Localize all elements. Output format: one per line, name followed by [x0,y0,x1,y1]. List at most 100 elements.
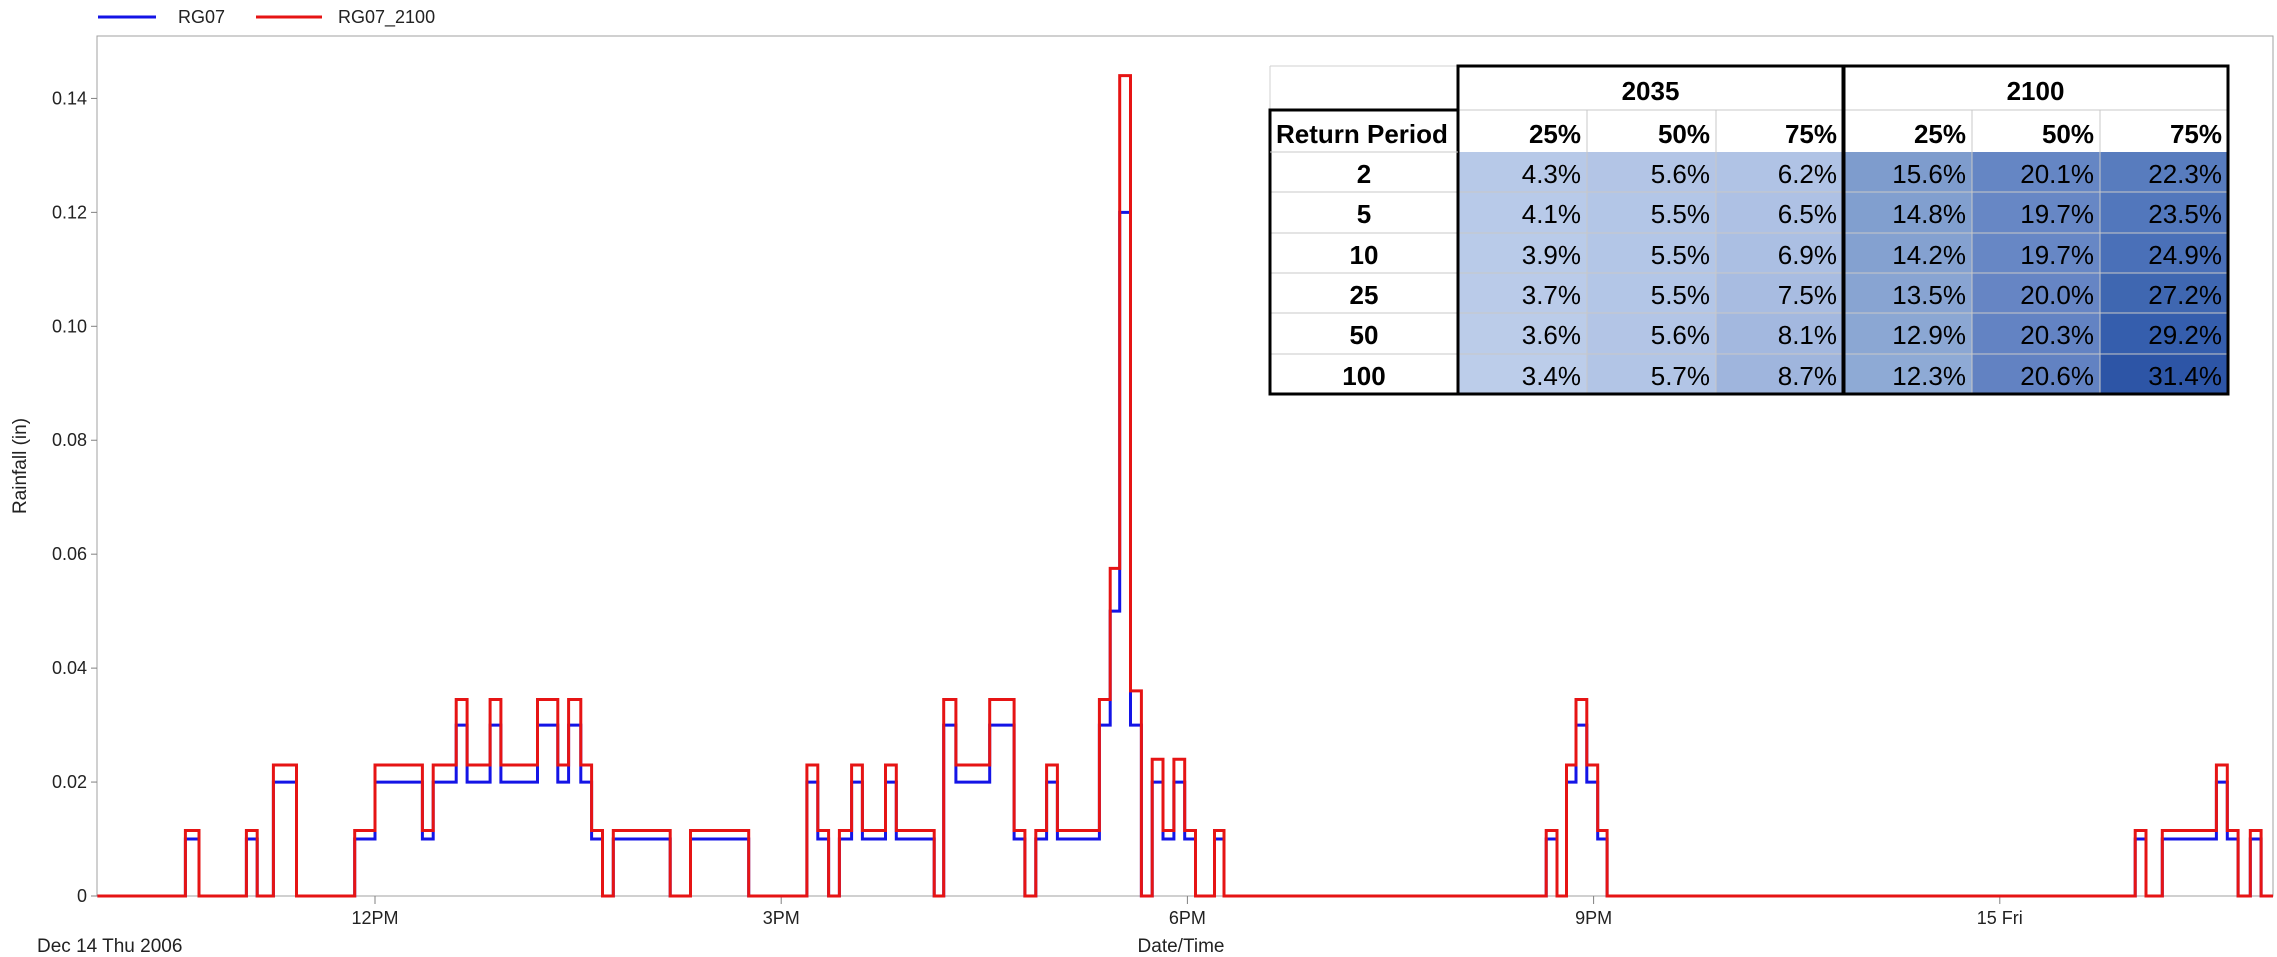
table-return-period: 5 [1357,199,1371,229]
table-cell-bg [1843,273,1972,313]
table-cell: 29.2% [2148,320,2222,350]
table-group-header: 2035 [1622,76,1680,106]
table-cell: 3.9% [1522,240,1581,270]
table-cell: 5.5% [1651,240,1710,270]
x-tick-label: 12PM [351,908,398,928]
table-return-period: 2 [1357,159,1371,189]
table-return-period: 10 [1350,240,1379,270]
table-return-period: 50 [1350,320,1379,350]
table-cell: 27.2% [2148,280,2222,310]
series-line-rg07-2100 [97,74,2273,898]
table-cell: 20.0% [2020,280,2094,310]
table-cell-bg [1458,313,1587,354]
table-col-header: 25% [1529,119,1581,149]
legend: RG07 RG07_2100 [98,7,435,28]
table-cell-bg [1972,152,2100,192]
table-cell: 23.5% [2148,199,2222,229]
table-cell: 5.5% [1651,280,1710,310]
table-cell-bg [1843,192,1972,233]
table-cell-bg [2100,313,2228,354]
table-cell: 4.1% [1522,199,1581,229]
table-cell: 20.3% [2020,320,2094,350]
table-cell: 19.7% [2020,199,2094,229]
table-cell: 5.5% [1651,199,1710,229]
table-cell: 31.4% [2148,361,2222,391]
table-rowheader-bg [1270,110,1458,394]
table-cell-bg [1587,152,1716,192]
table-cell-bg [1716,313,1843,354]
table-cell: 12.3% [1892,361,1966,391]
table-cell: 20.1% [2020,159,2094,189]
table-cell: 20.6% [2020,361,2094,391]
table-cell-bg [1587,354,1716,394]
table-cell: 5.7% [1651,361,1710,391]
table-cell: 12.9% [1892,320,1966,350]
table-cell-bg [2100,354,2228,394]
y-tick-label: 0.06 [52,544,87,564]
table-cell: 8.7% [1778,361,1837,391]
table-cell-bg [1458,192,1587,233]
table-cell-bg [1587,273,1716,313]
table-cell-bg [1843,233,1972,273]
table-cell-bg [1843,354,1972,394]
table-cell: 13.5% [1892,280,1966,310]
table-col-header: 25% [1914,119,1966,149]
table-cell-bg [1587,192,1716,233]
x-axis: 12PM 3PM 6PM 9PM 15 Fri [351,896,2023,928]
table-col-header: 75% [2170,119,2222,149]
y-tick-label: 0.04 [52,658,87,678]
table-cell-bg [2100,233,2228,273]
table-cell: 19.7% [2020,240,2094,270]
table-cell-bg [1716,354,1843,394]
table-return-period: 100 [1342,361,1385,391]
table-row-header-title: Return Period [1276,119,1448,149]
y-tick-label: 0 [77,886,87,906]
y-tick-label: 0.02 [52,772,87,792]
table-cell-bg [1972,233,2100,273]
table-cell-bg [1458,152,1587,192]
table-cell: 14.8% [1892,199,1966,229]
table-cell: 6.9% [1778,240,1837,270]
table-cell-bg [2100,273,2228,313]
series-line-rg07 [97,210,2273,898]
legend-label-rg07-2100: RG07_2100 [338,7,435,28]
table-cell: 6.5% [1778,199,1837,229]
table-cell: 8.1% [1778,320,1837,350]
table-cell: 4.3% [1522,159,1581,189]
table-group-header: 2100 [2007,76,2065,106]
table-cell: 3.7% [1522,280,1581,310]
table-cell-bg [1458,354,1587,394]
x-axis-start-label: Dec 14 Thu 2006 [37,936,182,957]
table-col-header: 50% [2042,119,2094,149]
table-cell-bg [1716,233,1843,273]
table-cell-bg [1458,273,1587,313]
table-cell-bg [1972,313,2100,354]
table-cell-bg [1716,192,1843,233]
x-tick-label: 9PM [1575,908,1612,928]
table-border-2100 [1841,64,2230,396]
table-cell: 5.6% [1651,320,1710,350]
y-axis-title: Rainfall (in) [10,418,31,514]
table-return-period: 25 [1350,280,1379,310]
table-cell-bg [1716,273,1843,313]
table-cell-bg [2100,152,2228,192]
y-tick-label: 0.08 [52,430,87,450]
series-layer [97,74,2273,898]
x-tick-label: 3PM [763,908,800,928]
table-cell: 22.3% [2148,159,2222,189]
table-cell: 15.6% [1892,159,1966,189]
x-tick-label: 6PM [1169,908,1206,928]
table-cell-bg [1458,233,1587,273]
y-axis: 0 0.02 0.04 0.06 0.08 0.10 0.12 0.14 [52,88,97,906]
table-cell-bg [1843,152,1972,192]
table-cell: 6.2% [1778,159,1837,189]
table-cell-bg [1587,313,1716,354]
x-axis-title: Date/Time [1138,936,1225,957]
y-tick-label: 0.10 [52,316,87,336]
table-cell-bg [1587,233,1716,273]
y-tick-label: 0.14 [52,88,87,108]
table-col-header: 75% [1785,119,1837,149]
legend-label-rg07: RG07 [178,7,225,27]
